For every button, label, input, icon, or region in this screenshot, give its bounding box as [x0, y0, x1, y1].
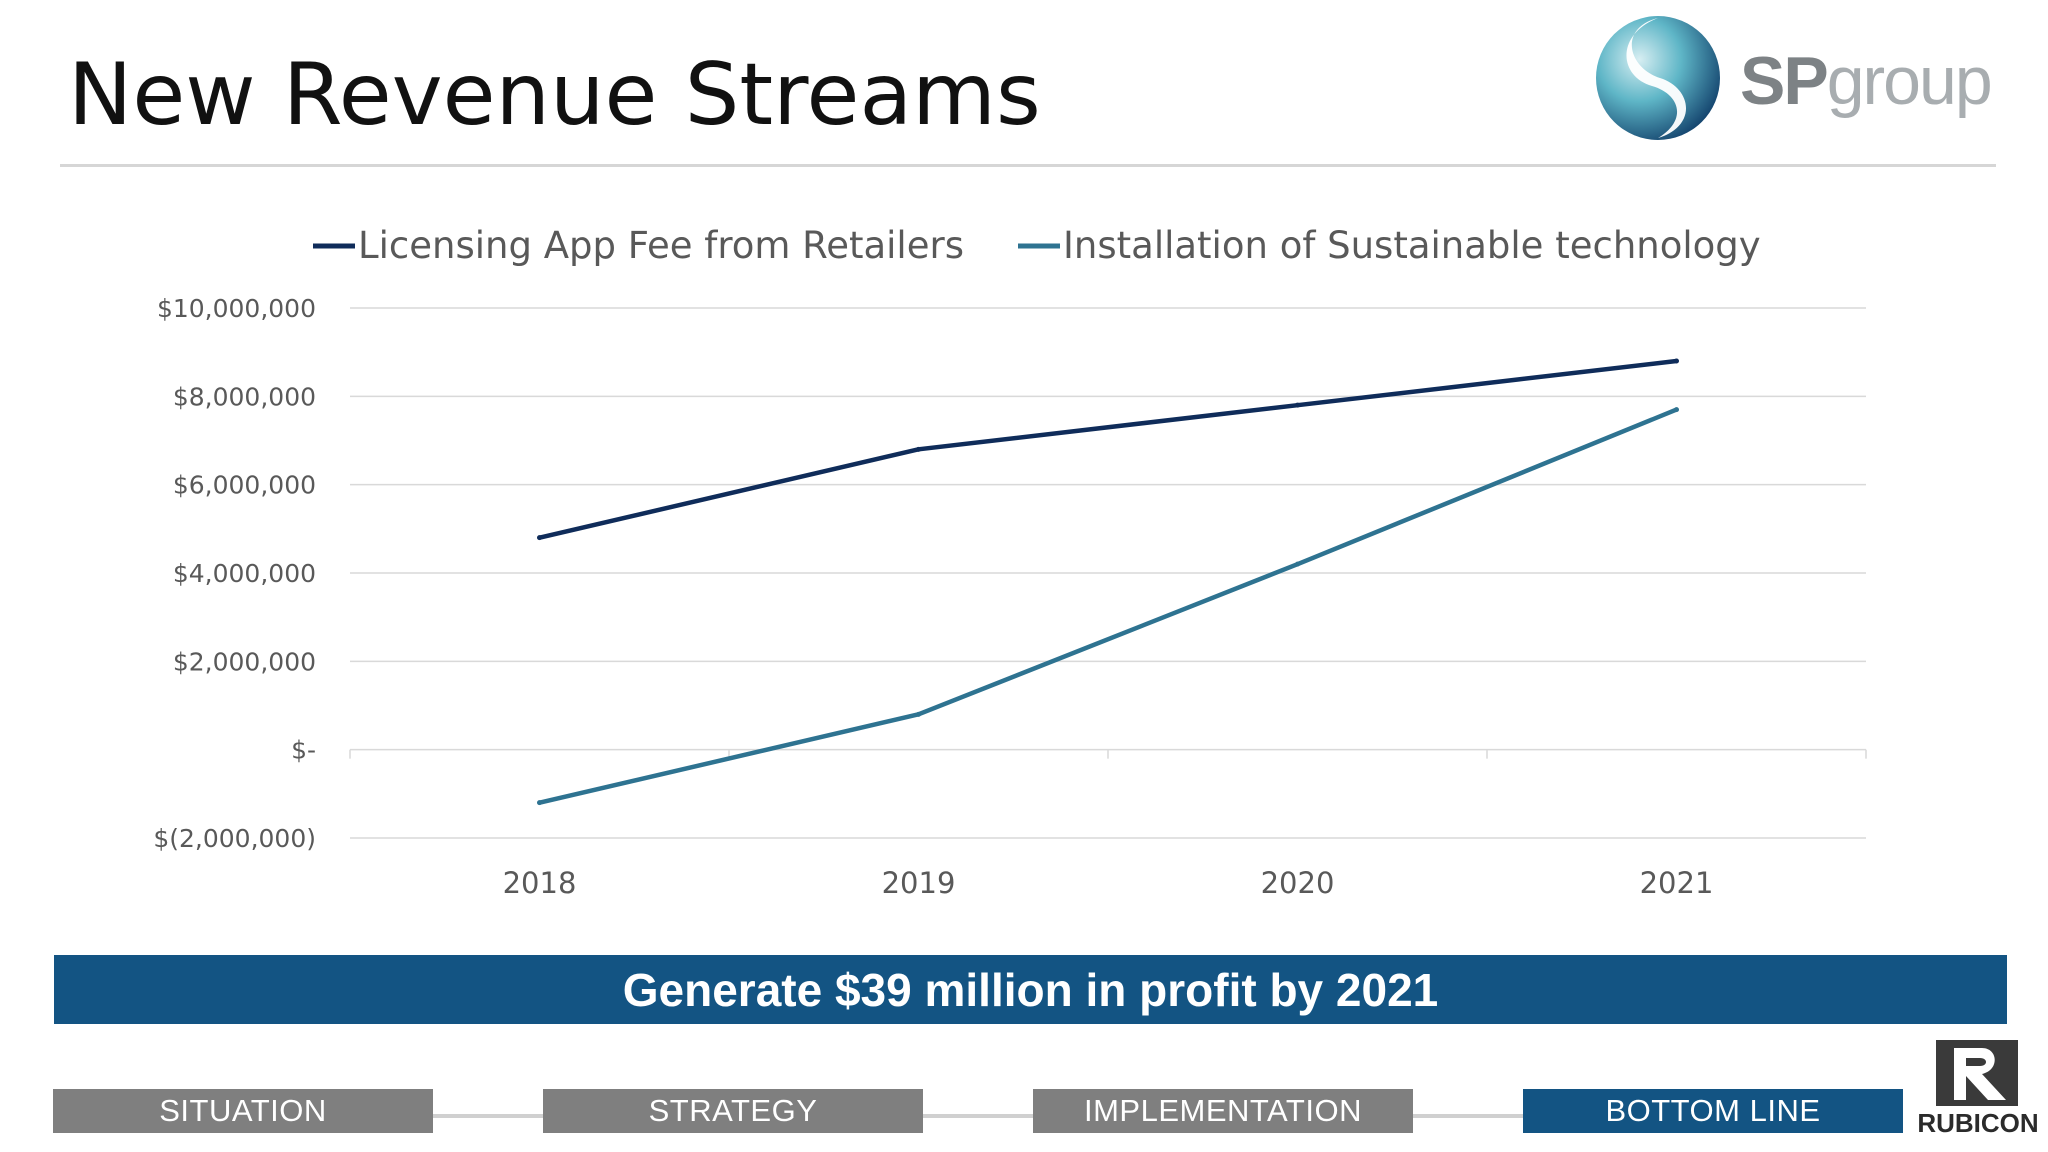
revenue-line-chart: $10,000,000 $8,000,000 $6,000,000 $4,000,00…: [153, 224, 1867, 900]
sp-swirl-icon: [1596, 16, 1720, 140]
data-point: [1674, 358, 1679, 364]
nav-connector-line: [53, 1114, 1903, 1118]
x-tick-label: 2021: [1640, 866, 1714, 900]
sp-group-logo: SPgroup: [1588, 8, 2008, 158]
sp-group-wordmark: SPgroup: [1740, 42, 1993, 120]
y-tick-label: $2,000,000: [173, 647, 316, 676]
x-tick-label: 2020: [1261, 866, 1335, 900]
nav-strategy-button[interactable]: STRATEGY: [543, 1089, 923, 1133]
nav-bottom-line-button[interactable]: BOTTOM LINE: [1523, 1089, 1903, 1133]
rubicon-logo: RUBICON: [1906, 1040, 2048, 1152]
data-point: [916, 711, 921, 717]
logo-text-group: group: [1826, 43, 1993, 119]
data-point: [1674, 407, 1679, 413]
data-point: [1295, 402, 1300, 408]
series-line-2: [537, 407, 1679, 805]
data-point: [537, 800, 542, 806]
data-point: [537, 535, 542, 541]
rubicon-wordmark: RUBICON: [1917, 1108, 2039, 1138]
data-point: [1295, 561, 1300, 567]
profit-banner: Generate $39 million in profit by 2021: [54, 955, 2007, 1024]
logo-text-sp: SP: [1740, 43, 1829, 119]
y-tick-label: $(2,000,000): [153, 824, 316, 853]
series-line-1: [537, 358, 1679, 540]
legend-label-2: Installation of Sustainable technology: [1063, 224, 1761, 267]
legend-label-1: Licensing App Fee from Retailers: [358, 224, 964, 267]
nav-implementation-button[interactable]: IMPLEMENTATION: [1033, 1089, 1413, 1133]
nav-situation-button[interactable]: SITUATION: [53, 1089, 433, 1133]
y-tick-label: $8,000,000: [173, 382, 316, 411]
y-tick-label: $10,000,000: [157, 294, 316, 323]
x-tick-label: 2018: [503, 866, 577, 900]
rubicon-mark-icon: [1936, 1040, 2018, 1106]
y-tick-label: $-: [291, 736, 316, 765]
slide-title: New Revenue Streams: [68, 45, 1041, 145]
y-tick-label: $4,000,000: [173, 559, 316, 588]
data-point: [916, 446, 921, 452]
y-tick-label: $6,000,000: [173, 471, 316, 500]
x-tick-label: 2019: [882, 866, 956, 900]
title-divider: [60, 164, 1996, 167]
